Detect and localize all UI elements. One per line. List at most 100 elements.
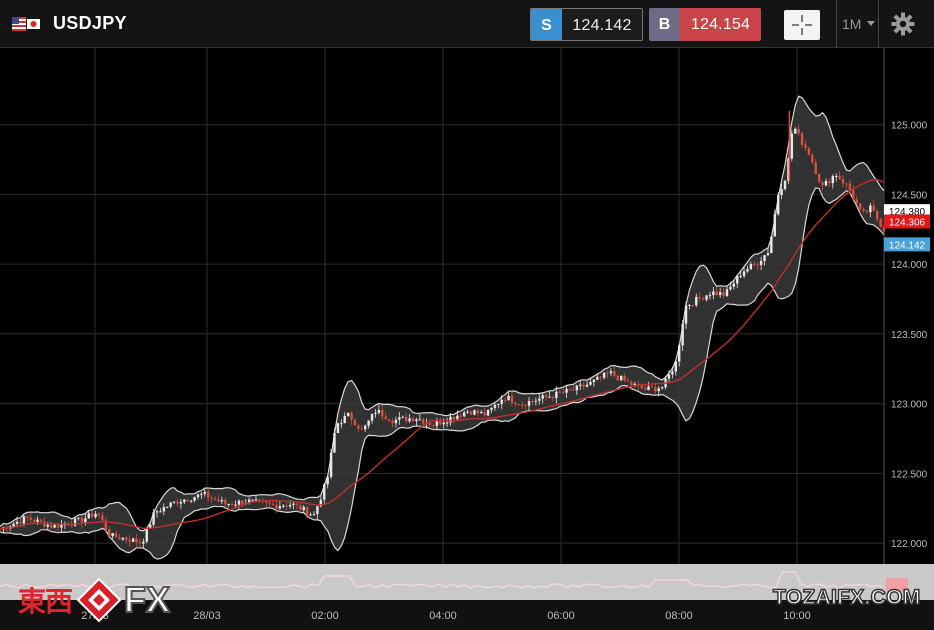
candle-body (94, 513, 97, 517)
candle (329, 448, 333, 480)
candle-body (736, 275, 739, 284)
candle (60, 519, 63, 533)
candle-body (828, 180, 831, 184)
candle-body (541, 395, 544, 399)
price-axis-tick: 123.500 (891, 330, 928, 341)
candle-body (548, 396, 551, 398)
candle (189, 499, 193, 504)
candle (858, 202, 862, 214)
candle-body (602, 372, 606, 378)
candle-body (773, 214, 776, 237)
timeframe-label: 1M (842, 16, 862, 32)
candle (551, 396, 555, 402)
candle (155, 509, 159, 518)
time-axis-label: 10:00 (783, 610, 811, 622)
candle (865, 209, 869, 215)
candle-body (193, 497, 196, 501)
indicator-value-tag (886, 578, 908, 592)
chart-grid (0, 48, 885, 564)
sell-button[interactable]: S 124.142 (530, 8, 643, 41)
candle (254, 495, 258, 502)
candle-body (404, 416, 408, 422)
candle (746, 265, 749, 273)
candle (582, 382, 585, 390)
candle-body (626, 380, 630, 382)
candle (49, 521, 53, 530)
candle (660, 386, 664, 390)
candle (609, 368, 613, 377)
candle-body (804, 144, 807, 148)
bollinger-fill (0, 96, 884, 559)
candle-body (374, 412, 377, 414)
candle-body (169, 502, 172, 507)
candle (776, 192, 780, 216)
buy-button[interactable]: B 124.154 (649, 8, 761, 41)
candle-body (360, 428, 363, 430)
candle-body (357, 425, 360, 429)
candle (439, 417, 442, 426)
candle (872, 200, 875, 212)
candle (265, 501, 268, 507)
candle (787, 157, 790, 185)
candle (759, 256, 763, 271)
candle (561, 388, 565, 395)
timeframe-select[interactable]: 1M (842, 16, 876, 32)
candle (538, 393, 541, 405)
candle (749, 261, 753, 271)
candle-body (705, 295, 708, 300)
candle (370, 413, 374, 424)
candle (800, 131, 804, 148)
candle-body (565, 388, 568, 393)
bollinger-band (0, 95, 885, 560)
candle-body (384, 416, 387, 420)
candle (722, 287, 725, 299)
moving-average-path (0, 178, 885, 530)
price-chart[interactable]: 125.000 124.500 124.000 123.500 123.000 122.5… (0, 48, 934, 564)
candle-body (84, 518, 87, 523)
candle (602, 372, 606, 380)
candle (531, 398, 534, 405)
candle-body (688, 305, 691, 307)
candle-body (766, 253, 770, 256)
candle (592, 379, 596, 387)
candle (268, 500, 271, 508)
candle-body (36, 519, 39, 522)
candle-body (142, 541, 145, 544)
candle (794, 127, 797, 134)
candle (224, 497, 227, 510)
candle-body (258, 499, 261, 501)
candle-body (821, 182, 824, 186)
buy-price: 124.154 (680, 8, 761, 41)
candle (783, 180, 787, 191)
candle-body (118, 537, 121, 540)
candle-body (299, 505, 302, 511)
candle (534, 397, 538, 406)
candle-body (572, 389, 575, 391)
candle-body (22, 516, 26, 524)
candle (732, 279, 736, 290)
candle (698, 292, 701, 302)
candle (503, 397, 507, 403)
candle (650, 384, 654, 388)
candle (804, 140, 807, 151)
candle-body (237, 500, 241, 505)
candle (613, 366, 616, 378)
candle (763, 254, 766, 266)
candle (73, 517, 77, 527)
crosshair-button[interactable] (784, 10, 820, 40)
candle (418, 414, 422, 421)
gear-icon[interactable] (891, 12, 915, 36)
header-divider (878, 0, 879, 48)
candle (299, 501, 302, 514)
candle-body (712, 291, 715, 296)
candle-body (152, 512, 155, 525)
candle-body (398, 417, 401, 420)
price-tag-red: 124.306 (884, 214, 930, 229)
candle-body (364, 425, 367, 430)
candle (599, 375, 602, 382)
candle-body (329, 452, 333, 477)
candle-body (77, 517, 80, 519)
candle-body (70, 525, 73, 527)
candle (811, 152, 814, 164)
caret-down-icon (867, 21, 876, 26)
